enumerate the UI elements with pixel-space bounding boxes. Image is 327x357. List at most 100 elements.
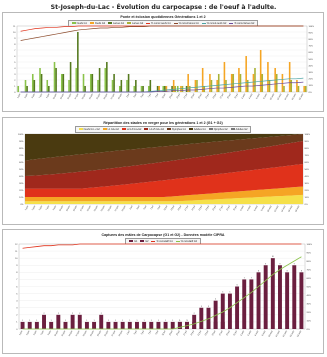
bar	[68, 80, 70, 92]
bar	[297, 86, 300, 92]
legend-item: Oeufs G1	[71, 22, 87, 25]
data-label: 2	[58, 313, 59, 315]
chart-plot-area: 0 1 2 3 4 5 6 7 8 9 10 11 0% 10% 20% 30% 40% 50% 60% 70% 80%…	[13, 25, 314, 101]
y-tick-label: 7	[14, 50, 16, 52]
x-tick-label: 1-juil	[126, 93, 130, 98]
bar	[24, 80, 27, 92]
bar	[55, 68, 57, 92]
y-tick-label: 60%	[19, 162, 23, 164]
x-tick-label: 5-juin	[33, 330, 38, 336]
data-label: 1	[158, 320, 159, 322]
bar	[149, 321, 154, 329]
x-tick-label: 5-juin	[39, 205, 44, 211]
legend-swatch	[229, 22, 234, 24]
chart-plot-area: 01234567891011120%10%20%30%40%50%60%70%8…	[15, 243, 312, 338]
bar	[49, 321, 54, 329]
data-label: 1	[172, 320, 173, 322]
x-tick-label: 27-juin	[112, 330, 117, 337]
legend-label: Larves G1	[113, 21, 125, 25]
y2-tick-label: 10%	[307, 320, 311, 322]
y-tick-label: 10%	[19, 197, 23, 199]
chart-panel-stages: Répartition des stades en verger pour le…	[2, 117, 324, 225]
data-label: 8	[301, 270, 302, 272]
chart-panel-captures: Captures des mâles de Carpocapse (G1 et …	[2, 229, 324, 354]
data-label: 1	[51, 320, 52, 322]
legend-label: % cumul larves G2	[234, 21, 255, 25]
bar	[213, 300, 218, 329]
x-tick-label: 14-août	[284, 93, 290, 101]
bar	[283, 86, 285, 92]
y2-tick-label: 30%	[309, 72, 313, 74]
bar	[223, 62, 226, 92]
bar	[292, 265, 297, 329]
data-label: 1	[179, 320, 180, 322]
y-tick-label: 8	[16, 272, 18, 274]
bar	[192, 314, 197, 329]
x-tick-label: 8-août	[262, 93, 268, 100]
y2-tick-label: 40%	[305, 176, 309, 178]
x-tick-label: 6-août	[253, 205, 259, 212]
y2-tick-label: 50%	[305, 169, 309, 171]
bar	[261, 74, 264, 92]
bar	[162, 86, 165, 92]
bar	[158, 86, 160, 92]
data-label: 1	[86, 320, 87, 322]
y2-tick-label: 60%	[305, 162, 309, 164]
y-tick-label: 11	[15, 251, 18, 253]
x-tick-label: 1-juin	[25, 205, 30, 211]
x-tick-label: 11-juin	[59, 205, 64, 212]
y-tick-label: 4	[16, 300, 18, 302]
y2-tick-label: 80%	[309, 39, 313, 41]
series-line	[20, 25, 304, 41]
bar	[242, 279, 247, 329]
x-tick-label: 15-juil	[176, 330, 181, 336]
bar	[187, 74, 189, 92]
legend-item: % cumul larves G2	[229, 22, 254, 25]
x-tick-label: 4-août	[248, 93, 254, 100]
bar	[120, 321, 125, 329]
y-tick-label: 20%	[19, 190, 23, 192]
legend-item: Nymphes G1	[166, 128, 186, 131]
y2-tick-label: 60%	[307, 278, 311, 280]
bar	[165, 86, 168, 92]
series-line	[22, 256, 302, 330]
x-tick-label: 19-juin	[82, 93, 87, 100]
legend-item: Oeufs G1 + G2	[78, 128, 100, 131]
legend-label: % cumul oeufs G2	[206, 21, 227, 25]
bar	[97, 80, 99, 92]
x-tick-label: 31-juil	[233, 205, 238, 211]
y-tick-label: 7	[16, 279, 18, 281]
bar	[89, 74, 92, 92]
data-label: 1	[136, 320, 137, 322]
bar	[303, 86, 305, 92]
y-tick-label: 100%	[18, 134, 24, 136]
bar	[177, 321, 182, 329]
x-tick-label: 21-juin	[94, 205, 99, 212]
bar	[252, 74, 255, 92]
x-tick-label: 10-août	[266, 205, 272, 213]
x-tick-label: 4-août	[246, 205, 252, 212]
x-tick-label: 3-juin	[24, 93, 29, 99]
chart-panel-eggs-larvae: Ponte et éclosion quotidiennes Génératio…	[2, 12, 324, 112]
x-tick-label: 12-août	[273, 205, 279, 213]
x-tick-label: 31-juil	[234, 93, 239, 99]
bar	[40, 74, 43, 92]
bar	[46, 80, 49, 92]
y-tick-label: 3	[14, 74, 16, 76]
x-tick-label: 21-juin	[90, 330, 95, 337]
bar	[296, 80, 298, 92]
bar	[259, 50, 262, 92]
y-tick-label: 10	[13, 32, 16, 34]
bar	[285, 272, 290, 329]
chart-plot-area: 0% 0% 10% 10% 20% 20% 30% 30% 40% 40% 50% 50% 60% 60%…	[18, 134, 310, 213]
bar	[172, 80, 175, 92]
bar	[188, 86, 191, 92]
legend-label: L1 G1+G2	[107, 127, 119, 131]
legend-swatch	[201, 22, 206, 24]
y2-tick-label: 70%	[307, 269, 311, 271]
x-tick-label: 11-juil	[162, 93, 167, 99]
x-tick-label: 23-juil	[205, 330, 210, 336]
bar	[42, 314, 46, 329]
x-tick-label: 23-juil	[205, 93, 210, 99]
x-tick-label: 5-juin	[32, 93, 37, 99]
